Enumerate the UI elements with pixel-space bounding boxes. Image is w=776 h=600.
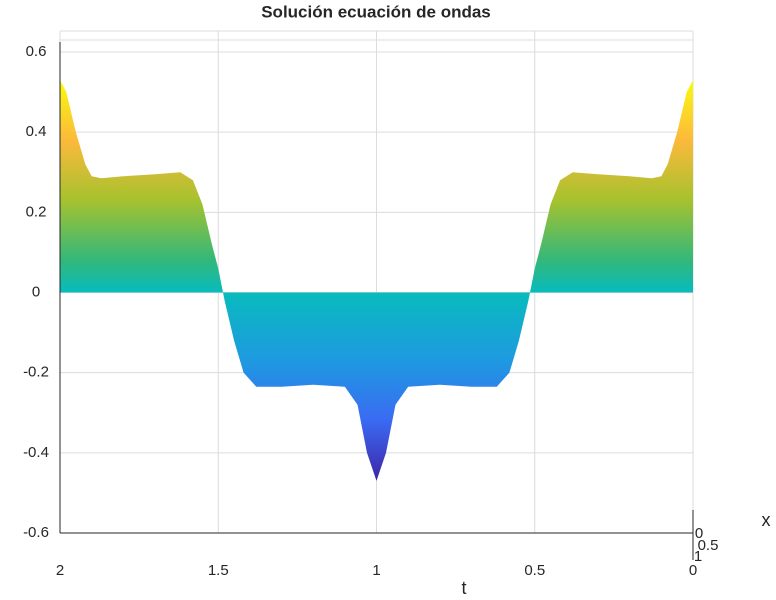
y-tick-label: 0.2: [26, 203, 47, 220]
y-tick-label: -0.6: [23, 524, 49, 541]
y-tick-label: -0.4: [23, 444, 49, 461]
y-tick-label: 0: [32, 283, 40, 300]
x-tick-label: 1.5: [208, 562, 229, 579]
chart-title: Solución ecuación de ondas: [261, 2, 491, 21]
z-axis-label: x: [762, 510, 771, 530]
z-tick-label: 0: [695, 525, 703, 542]
y-tick-label: -0.2: [23, 364, 49, 381]
y-tick-label: 0.4: [26, 123, 47, 140]
z-tick-label: 1: [694, 548, 702, 565]
x-tick-label: 0: [689, 562, 697, 579]
z-tick-label: 0.5: [698, 537, 719, 554]
y-tick-label: 0.6: [26, 43, 47, 60]
x-tick-label: 1: [372, 562, 380, 579]
x-tick-label: 2: [56, 562, 64, 579]
x-tick-label: 0.5: [524, 562, 545, 579]
surface: [60, 80, 693, 481]
x-axis-label: t: [461, 578, 466, 598]
